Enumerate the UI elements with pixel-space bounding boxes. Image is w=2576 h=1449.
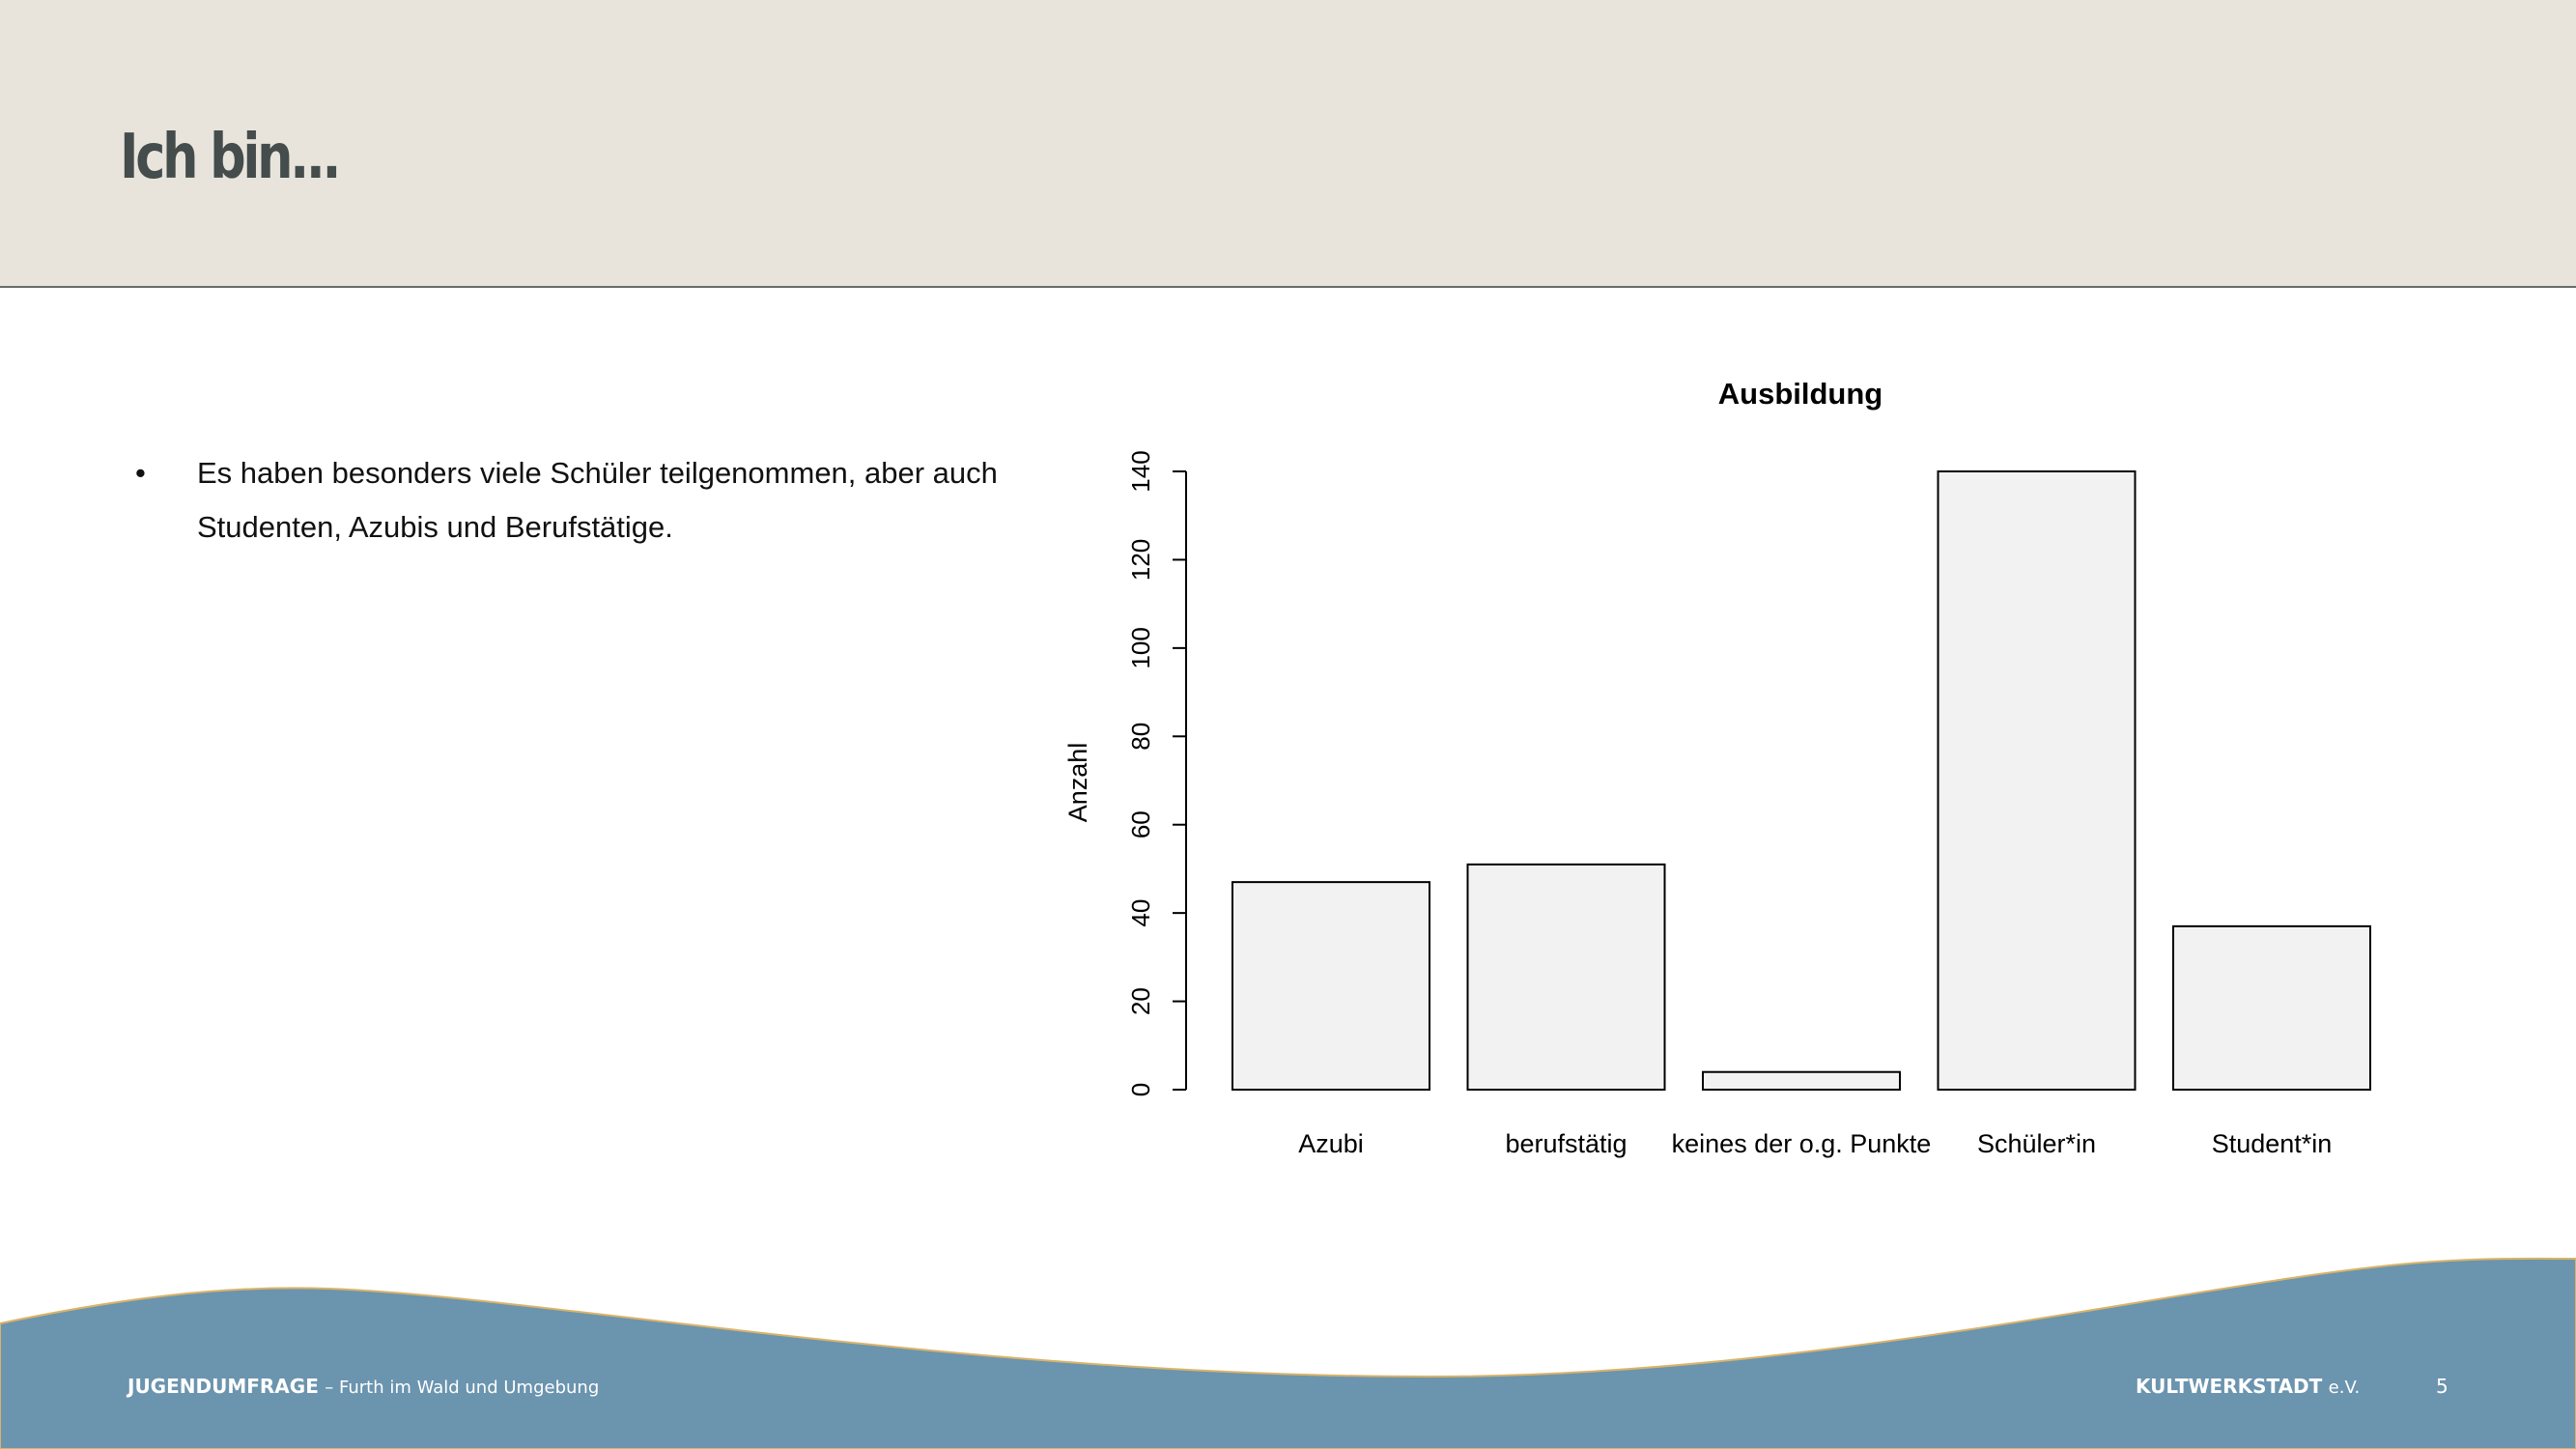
y-tick-label: 20 — [1126, 987, 1155, 1015]
y-tick-label: 120 — [1126, 539, 1155, 581]
slide-title: Ich bin... — [120, 122, 341, 193]
y-tick-label: 100 — [1126, 627, 1155, 668]
bar-berufst-tig — [1466, 863, 1666, 1091]
bar-student-in — [2172, 924, 2371, 1091]
footer-wave — [0, 1257, 2576, 1449]
y-tick-label: 140 — [1126, 450, 1155, 492]
bullet-text: Es haben besonders viele Schüler teilgen… — [197, 456, 998, 544]
x-tick-label: keines der o.g. Punkte — [1672, 1129, 1932, 1158]
bar-sch-ler-in — [1937, 470, 2137, 1091]
x-tick-label: Student*in — [2212, 1129, 2333, 1158]
footer-survey-name: JUGENDUMFRAGE — [127, 1375, 319, 1398]
footer-location: – Furth im Wald und Umgebung — [325, 1378, 600, 1398]
x-tick-label: Azubi — [1298, 1129, 1364, 1158]
y-tick-label: 60 — [1126, 810, 1155, 838]
bullet-icon: • — [135, 456, 146, 490]
y-tick-label: 0 — [1126, 1083, 1155, 1096]
bar-azubi — [1231, 881, 1430, 1092]
footer-org-suffix: e.V. — [2328, 1378, 2361, 1398]
bullet-list: • Es haben besonders viele Schüler teilg… — [135, 446, 1005, 554]
x-tick-label: Schüler*in — [1977, 1129, 2096, 1158]
footer-right: KULTWERKSTADT e.V. — [2136, 1375, 2360, 1398]
y-tick-label: 40 — [1126, 899, 1155, 927]
page-number: 5 — [2436, 1375, 2449, 1398]
y-axis-label: Anzahl — [1063, 743, 1092, 823]
bar-keines-der-o-g-punkte — [1702, 1070, 1901, 1091]
header-band: Ich bin... — [0, 0, 2576, 288]
chart-title: Ausbildung — [1718, 377, 1882, 411]
x-tick-label: berufstätig — [1505, 1129, 1627, 1158]
footer-org-name: KULTWERKSTADT — [2136, 1375, 2323, 1398]
y-tick-label: 80 — [1126, 723, 1155, 751]
footer-left: JUGENDUMFRAGE – Furth im Wald und Umgebu… — [127, 1375, 599, 1398]
